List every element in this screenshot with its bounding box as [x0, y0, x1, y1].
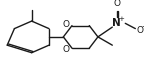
Text: O: O — [136, 26, 143, 35]
Text: +: + — [119, 16, 125, 22]
Text: O: O — [62, 45, 69, 54]
Text: O: O — [113, 0, 120, 7]
Text: O: O — [62, 20, 69, 29]
Text: N: N — [112, 18, 121, 28]
Text: −: − — [141, 23, 144, 30]
